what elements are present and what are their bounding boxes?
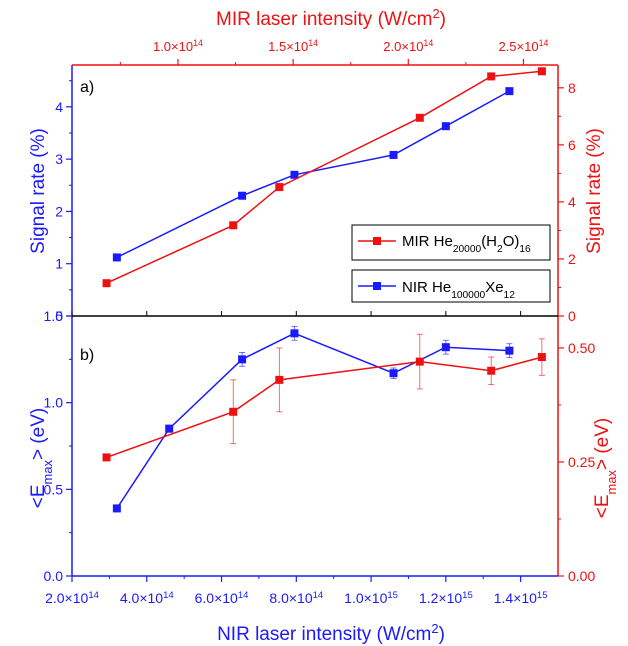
panel-a-nir-point	[389, 150, 398, 159]
y-left-a-tick-label: 2	[55, 203, 63, 219]
panel-b-nir-point	[441, 343, 450, 352]
panel-b-nir-point	[290, 329, 299, 338]
x-top-tick-label: 2.0×1014	[383, 38, 433, 54]
panel-a-nir-point	[505, 87, 514, 96]
y-right-a-tick-label: 8	[568, 80, 576, 96]
x-top-tick-label: 2.5×1014	[498, 38, 548, 54]
panel-a-mir-point	[275, 183, 284, 192]
y-left-a-tick-label: 3	[55, 151, 63, 167]
panel-a-mir-point	[229, 221, 238, 230]
y-right-a-tick-label: 2	[568, 251, 576, 267]
panel-b-nir-point	[505, 346, 514, 355]
y-left-b-tick-label: 1.0	[44, 395, 64, 411]
legend: MIR He20000(H2O)16 NIR He100000Xe12	[351, 224, 551, 303]
panel-b-mir-point	[487, 366, 496, 375]
right-top-axis-title: Signal rate (%)	[584, 128, 605, 254]
panel-b-label: b)	[80, 347, 94, 364]
left-top-axis-title: Signal rate (%)	[28, 128, 49, 254]
x-top-tick-label: 1.5×1014	[268, 38, 318, 54]
legend-marker-mir	[373, 237, 381, 245]
panel-a-nir-point	[441, 122, 450, 131]
y-left-a-tick-label: 1	[55, 256, 63, 272]
panel-a-nir-line	[116, 90, 510, 259]
x-bottom-tick-label: 6.0×1014	[195, 590, 250, 607]
x-bottom-tick-label: 8.0×1014	[269, 590, 324, 607]
panel-b-mir-point	[415, 357, 424, 366]
y-left-b-tick-label: 1.5	[44, 308, 64, 324]
y-left-b-tick-label: 0.5	[44, 481, 64, 497]
y-left-a-tick-label: 4	[55, 99, 63, 115]
panel-a-nir-point	[112, 253, 121, 262]
legend-label-mir: MIR He20000(H2O)16	[402, 233, 531, 255]
panel-b-mir-point	[275, 375, 284, 384]
panel-b-nir-point	[389, 369, 398, 378]
x-bottom-tick-label: 1.0×1015	[344, 590, 398, 607]
y-right-b-tick-label: 0.00	[568, 568, 595, 584]
panel-a-mir-point	[537, 67, 546, 76]
panel-b-nir-line	[116, 332, 510, 509]
y-left-a-tick-label: 0	[55, 308, 63, 324]
right-bottom-axis-title: <Emax> (eV)	[592, 418, 619, 518]
x-bottom-tick-label: 2.0×1014	[45, 590, 100, 607]
x-bottom-tick-label: 1.4×1015	[494, 590, 548, 607]
left-bottom-axis-title: <Emax> (eV)	[28, 408, 55, 508]
panel-b-nir-point	[165, 424, 174, 433]
panel-b-mir-point	[102, 453, 111, 462]
x-bottom-tick-label: 1.2×1015	[419, 590, 473, 607]
legend-box-mir	[351, 224, 551, 261]
panel-a-mir-point	[415, 113, 424, 122]
y-right-b-tick-label: 0.25	[568, 454, 595, 470]
panel-a-nir-point	[290, 170, 299, 179]
y-right-b-tick-label: 0.50	[568, 340, 595, 356]
panel-b-mir-point	[537, 353, 546, 362]
panel-b-nir-point	[112, 504, 121, 513]
y-right-a-tick-label: 0	[568, 308, 576, 324]
x-top-tick-label: 1.0×1014	[153, 38, 203, 54]
panel-a-label: a)	[80, 79, 94, 96]
y-right-a-tick-label: 6	[568, 137, 576, 153]
panel-b-mir-line	[106, 356, 543, 459]
x-bottom-tick-label: 4.0×1014	[120, 590, 175, 607]
y-left-b-tick-label: 0.0	[44, 568, 64, 584]
legend-label-nir: NIR He100000Xe12	[402, 279, 515, 301]
panel-a-mir-point	[487, 72, 496, 81]
y-right-a-tick-label: 4	[568, 194, 576, 210]
top-axis-title: MIR laser intensity (W/cm2)	[216, 6, 446, 31]
panel-a-mir-line	[106, 70, 542, 284]
panel-b-nir-point	[238, 355, 247, 364]
panel-b-mir-point	[229, 407, 238, 416]
panel-a-mir-point	[102, 279, 111, 288]
panel-a-nir-point	[238, 191, 247, 200]
legend-marker-nir	[373, 282, 381, 290]
bottom-axis-title: NIR laser intensity (W/cm2)	[217, 621, 445, 646]
